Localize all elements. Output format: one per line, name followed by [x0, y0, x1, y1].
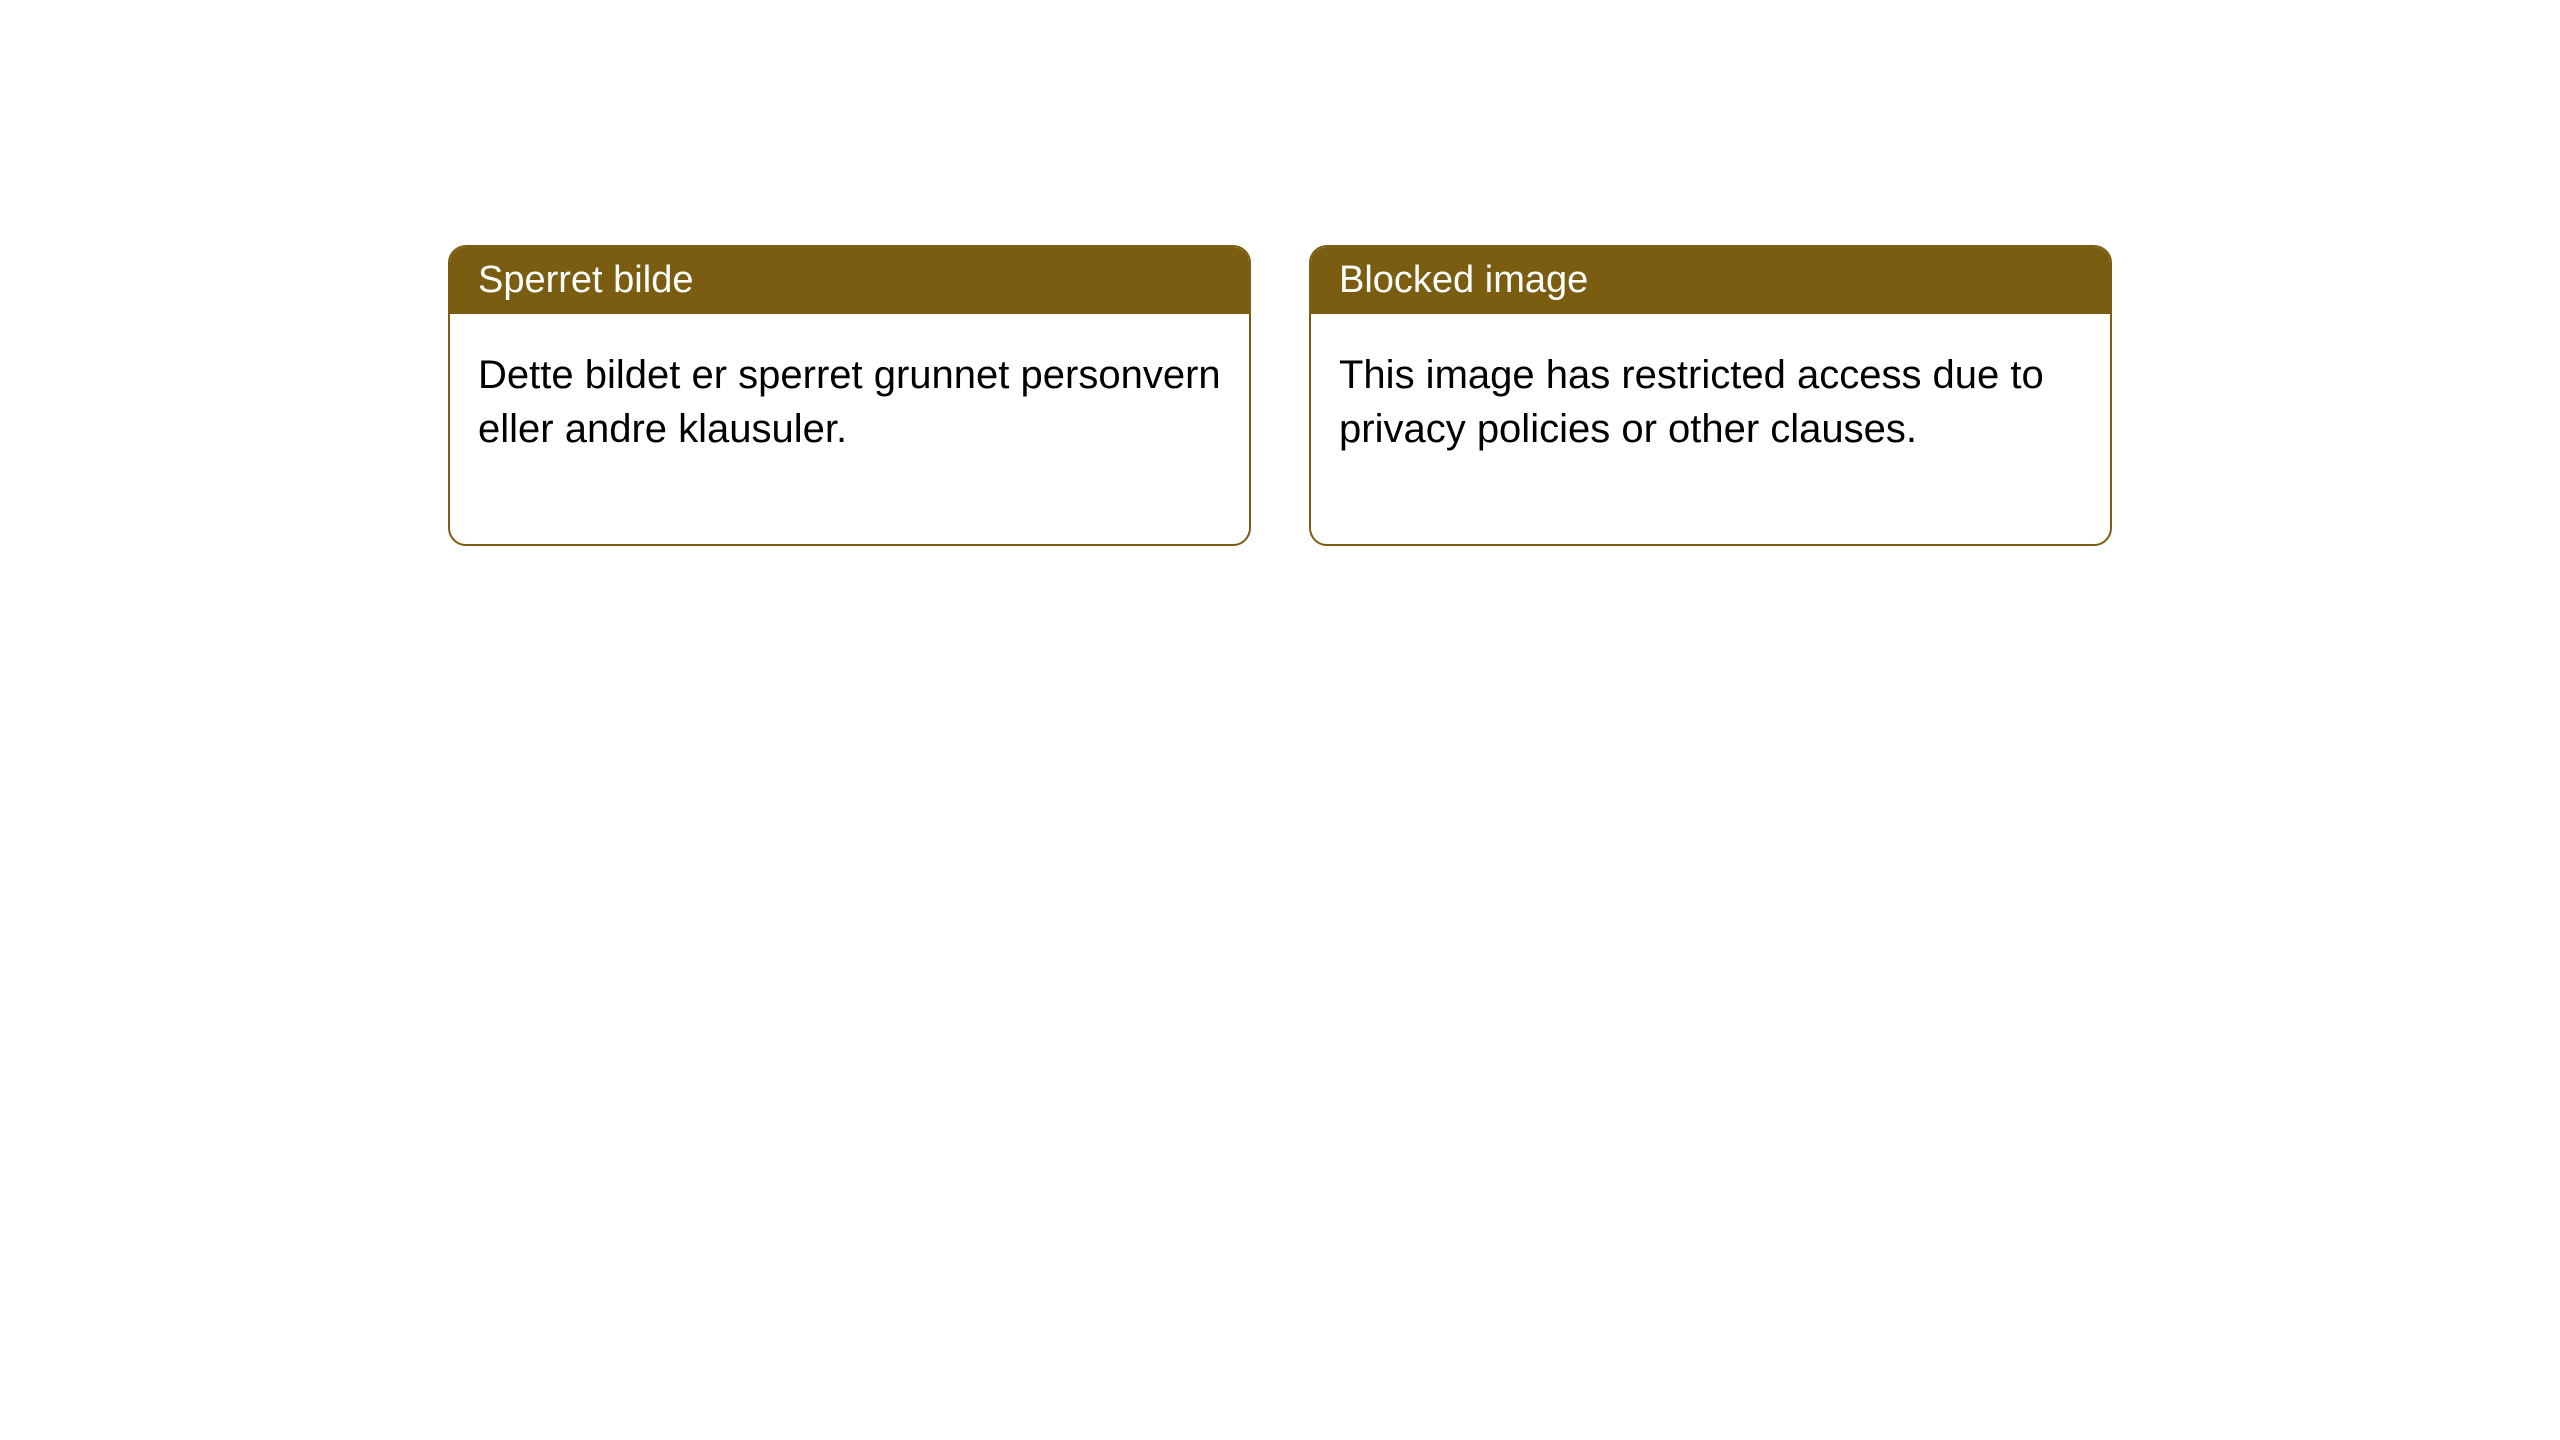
card-body: Dette bildet er sperret grunnet personve… [450, 314, 1249, 544]
card-title: Blocked image [1339, 259, 1588, 301]
card-body-text: Dette bildet er sperret grunnet personve… [478, 353, 1221, 451]
notice-cards-container: Sperret bilde Dette bildet er sperret gr… [448, 245, 2112, 546]
card-body-text: This image has restricted access due to … [1339, 353, 2044, 451]
card-header: Blocked image [1311, 247, 2110, 314]
blocked-image-card-no: Sperret bilde Dette bildet er sperret gr… [448, 245, 1251, 546]
card-body: This image has restricted access due to … [1311, 314, 2110, 544]
card-header: Sperret bilde [450, 247, 1249, 314]
card-title: Sperret bilde [478, 259, 693, 301]
blocked-image-card-en: Blocked image This image has restricted … [1309, 245, 2112, 546]
